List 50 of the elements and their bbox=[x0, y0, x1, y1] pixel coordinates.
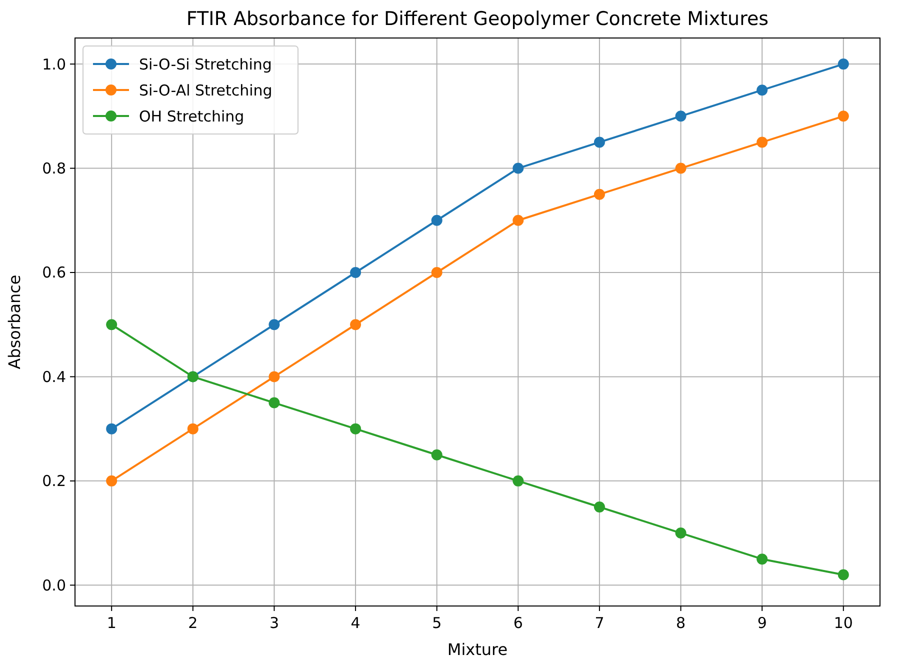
legend-label: Si-O-Al Stretching bbox=[139, 81, 272, 100]
point bbox=[675, 528, 686, 539]
point bbox=[350, 319, 362, 330]
x-tick-label: 5 bbox=[432, 614, 442, 632]
point bbox=[268, 397, 280, 408]
point bbox=[594, 136, 605, 148]
y-tick-label: 0.4 bbox=[42, 368, 66, 386]
point bbox=[838, 569, 849, 580]
y-axis-title: Absorbance bbox=[5, 274, 24, 370]
legend-label: Si-O-Si Stretching bbox=[139, 55, 272, 74]
point bbox=[675, 110, 686, 122]
point bbox=[268, 319, 280, 330]
y-tick-label: 0.8 bbox=[42, 160, 66, 178]
point bbox=[431, 266, 442, 278]
x-axis-title: Mixture bbox=[447, 640, 508, 659]
x-tick-label: 10 bbox=[834, 614, 853, 632]
y-tick-label: 1.0 bbox=[42, 55, 66, 74]
point bbox=[594, 188, 605, 200]
point bbox=[350, 266, 362, 278]
x-tick-label: 7 bbox=[594, 614, 604, 632]
point bbox=[756, 84, 768, 96]
x-tick-label: 8 bbox=[676, 614, 686, 632]
point bbox=[512, 475, 524, 486]
point bbox=[431, 449, 442, 460]
chart-title: FTIR Absorbance for Different Geopolymer Concrete Mixtures bbox=[186, 8, 769, 30]
point bbox=[106, 475, 118, 486]
point bbox=[675, 162, 686, 174]
point bbox=[756, 136, 768, 148]
point bbox=[838, 110, 849, 122]
x-tick-label: 9 bbox=[757, 614, 767, 632]
y-tick-label: 0.0 bbox=[42, 576, 66, 594]
x-tick-label: 3 bbox=[269, 614, 279, 632]
point bbox=[187, 423, 198, 434]
x-tick-label: 2 bbox=[188, 614, 198, 632]
x-tick-label: 1 bbox=[106, 614, 116, 632]
x-tick-label: 4 bbox=[350, 614, 360, 632]
point bbox=[756, 554, 768, 565]
point bbox=[106, 319, 118, 330]
y-tick-label: 0.6 bbox=[42, 264, 66, 282]
point bbox=[838, 58, 849, 70]
point bbox=[268, 371, 280, 382]
point bbox=[350, 423, 362, 434]
point bbox=[594, 501, 605, 512]
point bbox=[431, 214, 442, 226]
point bbox=[512, 214, 524, 226]
x-tick-label: 6 bbox=[513, 614, 523, 632]
y-tick-label: 0.2 bbox=[42, 472, 66, 490]
point bbox=[106, 423, 118, 434]
legend-label: OH Stretching bbox=[139, 107, 244, 126]
point bbox=[512, 162, 524, 174]
